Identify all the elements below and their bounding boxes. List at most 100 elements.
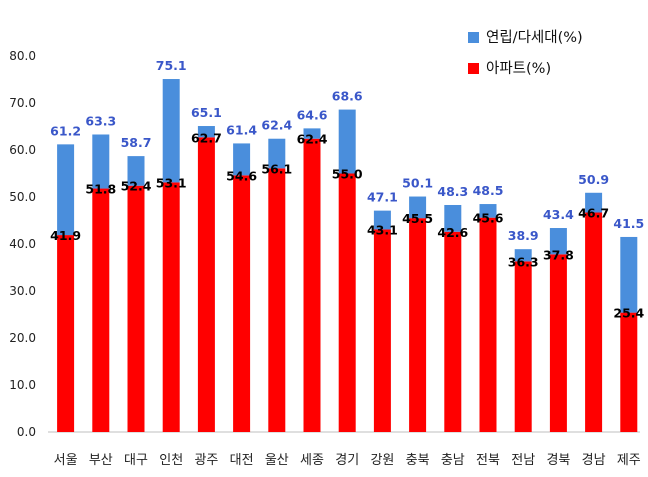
- bar-villa: [162, 79, 180, 183]
- apartment-data-label: 43.1: [367, 222, 398, 237]
- total-data-label: 68.6: [332, 89, 363, 104]
- x-axis: 서울 부산 대구 인천 광주 대전 울산 세종 경기 강원 충북 충남 전북 전남 경북 경남 제주: [54, 453, 641, 468]
- bar-villa: [514, 249, 532, 262]
- total-data-label: 61.4: [226, 122, 257, 137]
- total-data-label: 50.1: [402, 176, 433, 191]
- bar-apartment: [268, 168, 286, 432]
- total-data-label: 47.1: [367, 190, 398, 205]
- total-data-label: 38.9: [508, 228, 539, 243]
- x-category-label: 울산: [265, 453, 289, 468]
- total-data-label: 62.4: [261, 118, 292, 133]
- legend-swatch: [468, 32, 479, 43]
- apartment-data-label: 37.8: [543, 247, 574, 262]
- apartment-data-label: 51.8: [85, 182, 116, 197]
- y-tick-label: 70.0: [9, 96, 36, 110]
- bar-apartment: [620, 312, 638, 432]
- total-data-label: 58.7: [121, 135, 152, 150]
- y-tick-label: 20.0: [9, 331, 36, 345]
- bar-villa: [444, 204, 462, 232]
- bar-apartment: [373, 229, 391, 432]
- bar-apartment: [444, 231, 462, 432]
- x-category-label: 경남: [582, 453, 606, 468]
- legend-swatch: [468, 63, 479, 74]
- x-category-label: 대구: [124, 453, 148, 468]
- bar-villa: [303, 128, 321, 139]
- x-category-label: 충남: [441, 453, 465, 468]
- x-category-label: 제주: [617, 453, 641, 468]
- bar-apartment: [92, 188, 110, 432]
- legend: 연립/다세대(%) 아파트(%): [468, 29, 583, 77]
- y-axis: 0.0 10.0 20.0 30.0 40.0 50.0 60.0 70.0 80.0: [9, 49, 36, 439]
- apartment-data-label: 55.0: [332, 167, 363, 182]
- apartment-data-label: 45.6: [473, 211, 504, 226]
- bar-apartment: [57, 235, 75, 432]
- apartment-data-label: 25.4: [613, 306, 644, 321]
- y-tick-label: 10.0: [9, 378, 36, 392]
- total-data-label: 43.4: [543, 207, 574, 222]
- apartment-data-label: 54.6: [226, 168, 257, 183]
- apartment-data-label: 53.1: [156, 175, 187, 190]
- apartment-data-label: 46.7: [578, 206, 609, 221]
- x-category-label: 대전: [230, 453, 254, 468]
- apartment-data-label: 52.4: [121, 179, 152, 194]
- bar-apartment: [303, 138, 321, 432]
- total-data-label: 48.5: [473, 183, 504, 198]
- bars: [57, 79, 638, 432]
- bar-villa: [268, 138, 286, 169]
- apartment-data-label: 56.1: [261, 161, 292, 176]
- x-category-label: 경기: [335, 453, 359, 468]
- bar-apartment: [338, 173, 356, 432]
- apartment-data-label: 42.6: [437, 225, 468, 240]
- bar-apartment: [233, 175, 251, 432]
- total-data-label: 64.6: [297, 107, 328, 122]
- x-category-label: 충북: [406, 453, 430, 468]
- x-category-label: 강원: [370, 453, 394, 468]
- bar-apartment: [549, 254, 567, 432]
- total-data-label: 65.1: [191, 105, 222, 120]
- bar-apartment: [162, 182, 180, 432]
- x-category-label: 경북: [546, 453, 570, 468]
- bar-villa: [585, 192, 603, 213]
- bar-villa: [549, 228, 567, 255]
- bar-apartment: [197, 137, 215, 432]
- x-category-label: 서울: [54, 453, 78, 468]
- y-tick-label: 0.0: [17, 425, 36, 439]
- bar-villa: [620, 236, 638, 313]
- bar-villa: [127, 156, 145, 186]
- y-tick-label: 40.0: [9, 237, 36, 251]
- data-labels: 61.2 41.9 63.3 51.8 58.7 52.4 75.1 53.1 65.1 62.7…: [50, 58, 644, 321]
- y-tick-label: 30.0: [9, 284, 36, 298]
- x-category-label: 부산: [89, 453, 113, 468]
- bar-villa: [92, 134, 110, 189]
- y-tick-label: 60.0: [9, 143, 36, 157]
- apartment-data-label: 36.3: [508, 254, 539, 269]
- bar-villa: [57, 144, 75, 236]
- bar-villa: [197, 126, 215, 138]
- bar-apartment: [514, 261, 532, 432]
- total-data-label: 50.9: [578, 172, 609, 187]
- bar-villa: [373, 210, 391, 230]
- legend-label: 아파트(%): [486, 60, 551, 77]
- x-category-label: 세종: [300, 453, 324, 468]
- apartment-data-label: 62.4: [297, 132, 328, 147]
- bar-villa: [479, 204, 497, 218]
- bar-apartment: [479, 217, 497, 432]
- y-tick-label: 50.0: [9, 190, 36, 204]
- total-data-label: 48.3: [437, 184, 468, 199]
- total-data-label: 63.3: [85, 113, 116, 128]
- x-category-label: 전북: [476, 453, 500, 468]
- total-data-label: 41.5: [613, 216, 644, 231]
- total-data-label: 75.1: [156, 58, 187, 73]
- legend-label: 연립/다세대(%): [486, 29, 583, 46]
- x-category-label: 인천: [159, 453, 183, 468]
- apartment-data-label: 45.5: [402, 211, 433, 226]
- bar-villa: [338, 109, 356, 174]
- bar-apartment: [127, 185, 145, 432]
- bar-villa: [409, 196, 427, 219]
- bar-apartment: [409, 218, 427, 432]
- x-category-label: 광주: [194, 453, 218, 468]
- x-category-label: 전남: [511, 453, 535, 468]
- bar-villa: [233, 143, 251, 176]
- y-tick-label: 80.0: [9, 49, 36, 63]
